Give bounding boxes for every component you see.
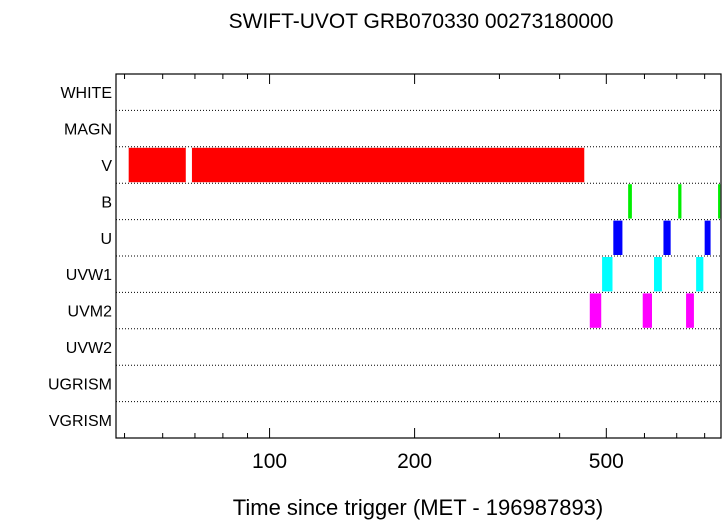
exposure-bar-u xyxy=(613,220,623,255)
row-label-uvw2: UVW2 xyxy=(66,340,112,357)
row-label-vgrism: VGRISM xyxy=(49,413,112,430)
exposure-bar-b xyxy=(678,184,682,219)
exposure-bar-uvw1 xyxy=(696,257,704,292)
row-label-uvm2: UVM2 xyxy=(68,304,113,321)
exposure-bar-uvw1 xyxy=(654,257,662,292)
x-tick-label: 500 xyxy=(589,450,624,473)
exposure-bar-uvm2 xyxy=(642,293,652,328)
exposure-bar-b xyxy=(628,184,632,219)
exposure-bar-uvm2 xyxy=(589,293,602,328)
exposure-bar-u xyxy=(663,220,671,255)
chart-title: SWIFT-UVOT GRB070330 00273180000 xyxy=(229,10,614,33)
x-tick-label: 200 xyxy=(397,450,432,473)
plot-frame xyxy=(115,73,722,439)
exposure-bar-uvw1 xyxy=(602,257,613,292)
row-label-u: U xyxy=(100,231,112,248)
exposure-bar-v xyxy=(191,147,585,183)
exposure-bar-b xyxy=(718,184,721,219)
x-axis-label: Time since trigger (MET - 196987893) xyxy=(233,495,604,520)
exposure-bar-u xyxy=(704,220,711,255)
exposure-bar-uvm2 xyxy=(686,293,694,328)
row-label-uvw1: UVW1 xyxy=(66,267,112,284)
row-label-magn: MAGN xyxy=(64,122,112,139)
row-label-white: WHITE xyxy=(60,85,112,102)
exposure-bar-v xyxy=(128,147,186,183)
row-label-b: B xyxy=(101,194,112,211)
row-label-ugrism: UGRISM xyxy=(48,376,112,393)
row-label-v: V xyxy=(101,158,112,175)
x-tick-label: 100 xyxy=(252,450,287,473)
